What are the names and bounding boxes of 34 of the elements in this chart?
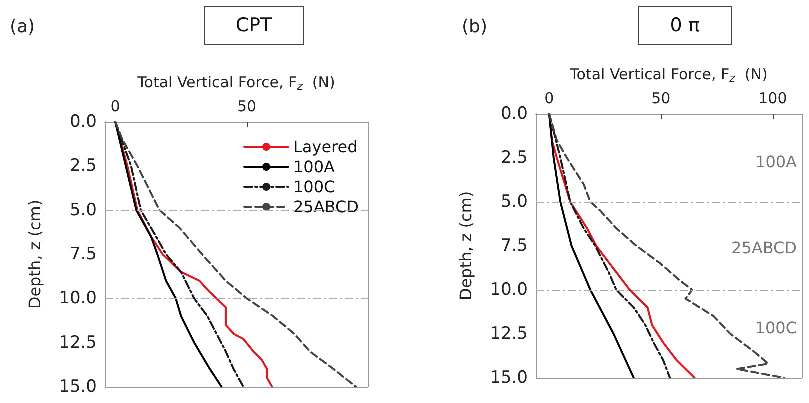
- annotation: 25ABCD: [732, 238, 798, 258]
- y-tick-label: 12.5: [490, 324, 528, 344]
- legend-label: 100C: [294, 178, 336, 196]
- x-tick-label: 50: [237, 98, 257, 116]
- text: (b): [462, 16, 488, 38]
- legend-label: 25ABCD: [294, 198, 360, 216]
- legend-label: Layered: [294, 138, 358, 156]
- y-axis-title: Depth, z (cm): [26, 200, 44, 310]
- legend-label: 100A: [294, 158, 336, 176]
- y-tick-label: 2.5: [70, 156, 97, 176]
- line-series: [114, 121, 223, 388]
- x-tick-label: 50: [652, 90, 671, 108]
- x-tick-label: 0: [110, 98, 120, 116]
- annotation: 100A: [756, 152, 798, 172]
- y-tick-label: 10.0: [59, 288, 97, 309]
- y-tick-label: 10.0: [490, 280, 528, 300]
- text: (a): [10, 16, 36, 38]
- annotation: 100C: [755, 318, 798, 338]
- y-tick-label: 7.5: [500, 236, 528, 256]
- chart-title: 0 π: [670, 14, 700, 36]
- y-tick-label: 15.0: [59, 377, 97, 397]
- chart-title: CPT: [236, 14, 273, 36]
- y-tick-label: 5.0: [500, 192, 528, 212]
- y-tick-label: 15.0: [490, 368, 528, 388]
- y-tick-label: 12.5: [59, 332, 97, 353]
- y-axis-title: Depth, z (cm): [456, 191, 476, 301]
- y-tick-label: 5.0: [70, 200, 97, 220]
- x-tick-label: 100: [758, 90, 788, 108]
- y-tick-label: 0.0: [500, 104, 528, 124]
- y-tick-label: 2.5: [500, 148, 528, 168]
- x-tick-label: 0: [544, 90, 554, 108]
- y-tick-label: 0.0: [70, 112, 97, 132]
- y-tick-label: 7.5: [70, 244, 97, 264]
- line-series: [548, 113, 635, 379]
